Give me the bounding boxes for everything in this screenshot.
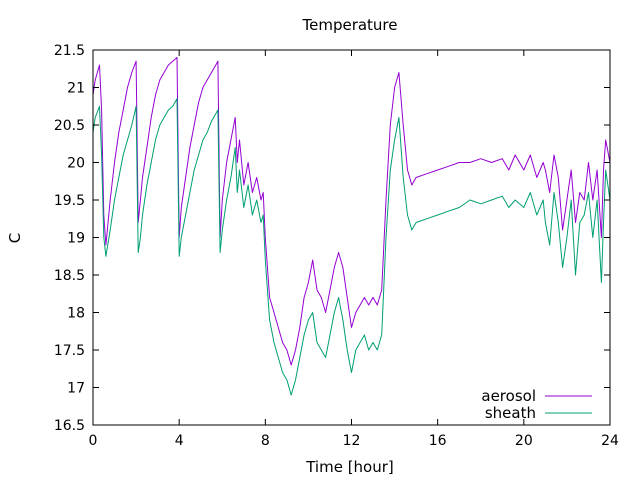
x-tick-label: 16 xyxy=(429,433,447,449)
y-tick-label: 20.5 xyxy=(54,118,85,134)
y-axis-label: C xyxy=(6,233,24,243)
series-layer xyxy=(92,57,611,396)
series-line-sheath xyxy=(92,98,611,396)
x-tick-label: 0 xyxy=(89,433,98,449)
y-tick-label: 20 xyxy=(67,156,85,172)
y-tick-label: 17.5 xyxy=(54,343,85,359)
y-tick-label: 19 xyxy=(67,231,85,247)
x-tick-label: 8 xyxy=(261,433,270,449)
x-axis-label: Time [hour] xyxy=(305,458,394,476)
x-tick-label: 20 xyxy=(515,433,533,449)
chart-title: Temperature xyxy=(301,16,397,34)
x-tick-label: 12 xyxy=(343,433,361,449)
tick-layer: 0 4 8 12 16 20 24 16.5 17 17.5 18 18.5 19 19.5 20 20.5 2… xyxy=(54,43,619,449)
y-tick-label: 18 xyxy=(67,306,85,322)
x-tick-label: 4 xyxy=(175,433,184,449)
x-tick-label: 24 xyxy=(601,433,619,449)
y-tick-label: 16.5 xyxy=(54,418,85,434)
y-tick-label: 19.5 xyxy=(54,193,85,209)
legend-label-sheath: sheath xyxy=(485,404,536,422)
y-tick-label: 17 xyxy=(67,381,85,397)
legend: aerosol sheath xyxy=(481,387,592,422)
series-line-aerosol xyxy=(92,57,611,366)
y-tick-label: 21.5 xyxy=(54,43,85,59)
legend-label-aerosol: aerosol xyxy=(481,387,536,405)
y-tick-label: 18.5 xyxy=(54,268,85,284)
y-tick-label: 21 xyxy=(67,81,85,97)
